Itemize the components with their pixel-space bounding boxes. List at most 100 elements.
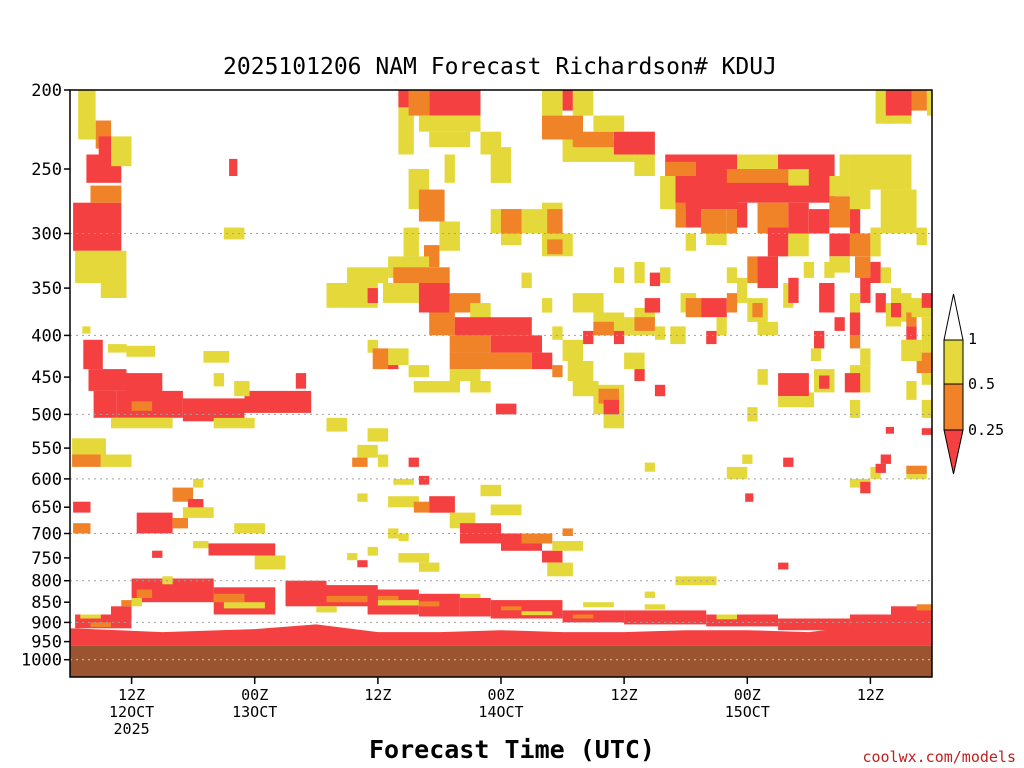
ri-cell-189 bbox=[788, 169, 809, 186]
ri-cell-230 bbox=[752, 303, 763, 318]
ri-cell-82 bbox=[870, 466, 881, 479]
ri-cell-199 bbox=[849, 233, 871, 257]
ri-cell-243 bbox=[880, 189, 917, 234]
ri-cell-54 bbox=[413, 501, 430, 513]
ri-cell-118 bbox=[372, 348, 394, 370]
ri-cell-59 bbox=[521, 533, 553, 544]
ri-cell-67 bbox=[490, 504, 522, 516]
ri-cell-120 bbox=[388, 348, 409, 366]
ri-cell-252 bbox=[891, 303, 902, 318]
ri-cell-263 bbox=[921, 293, 932, 308]
ri-cell-262 bbox=[921, 399, 932, 418]
ri-cell-112 bbox=[449, 335, 491, 353]
ri-cell-66 bbox=[480, 484, 501, 497]
ri-cell-272 bbox=[326, 595, 368, 603]
ri-cell-114 bbox=[449, 352, 532, 370]
ri-cell-239 bbox=[829, 233, 850, 257]
ri-cell-238 bbox=[788, 233, 809, 257]
ri-cell-172 bbox=[665, 161, 696, 176]
ri-cell-87 bbox=[921, 428, 932, 435]
ri-cell-117 bbox=[367, 339, 378, 353]
ri-cell-282 bbox=[501, 606, 522, 611]
ri-cell-153 bbox=[593, 321, 614, 336]
ri-cell-174 bbox=[675, 202, 686, 228]
ri-cell-122 bbox=[413, 381, 460, 393]
ri-cell-15 bbox=[88, 369, 127, 391]
ri-cell-53 bbox=[388, 496, 419, 508]
ri-cell-8 bbox=[111, 136, 132, 167]
y-tick-label-250: 250 bbox=[31, 160, 62, 180]
ri-cell-28 bbox=[72, 438, 106, 455]
ri-cell-288 bbox=[644, 604, 666, 610]
y-tick-label-1000: 1000 bbox=[21, 651, 62, 671]
ri-cell-133 bbox=[480, 131, 501, 155]
ri-cell-63 bbox=[562, 528, 573, 536]
ri-cell-4 bbox=[100, 277, 127, 298]
ri-cell-81 bbox=[860, 481, 871, 494]
x-tick-label-12-1: 12OCT bbox=[109, 703, 154, 721]
ri-cell-201 bbox=[855, 256, 871, 278]
ri-cell-140 bbox=[572, 381, 599, 397]
ri-cell-129 bbox=[547, 209, 563, 234]
ri-cell-257 bbox=[921, 317, 932, 353]
x-tick-label-48-1: 14OCT bbox=[478, 703, 523, 721]
ri-cell-46 bbox=[357, 444, 378, 458]
ri-cell-265 bbox=[136, 589, 153, 598]
ri-cell-195 bbox=[829, 196, 850, 228]
ri-cell-31 bbox=[73, 501, 91, 513]
ri-cell-10 bbox=[229, 158, 238, 176]
ri-cell-155 bbox=[613, 330, 625, 345]
ri-cell-142 bbox=[542, 90, 563, 116]
x-tick-label-84-0: 12Z bbox=[857, 686, 884, 704]
ri-cell-276 bbox=[377, 595, 399, 601]
ri-cell-165 bbox=[654, 326, 666, 340]
ri-cell-9 bbox=[223, 227, 245, 240]
ri-cell-78 bbox=[783, 457, 794, 467]
ri-cell-30 bbox=[100, 454, 132, 467]
ri-cell-169 bbox=[634, 261, 645, 283]
ri-cell-275 bbox=[377, 600, 419, 606]
richardson-cells bbox=[70, 90, 932, 677]
ri-cell-249 bbox=[926, 90, 932, 116]
x-axis-title: Forecast Time (UTC) bbox=[369, 735, 655, 764]
ri-cell-61 bbox=[547, 562, 573, 577]
ri-cell-173 bbox=[660, 176, 676, 210]
ri-cell-110 bbox=[429, 312, 455, 336]
ri-cell-285 bbox=[583, 602, 614, 608]
ri-cell-24 bbox=[234, 381, 250, 397]
ri-cell-176 bbox=[701, 209, 727, 234]
x-tick-label-72-1: 15OCT bbox=[725, 703, 770, 721]
ri-cell-193 bbox=[788, 202, 809, 234]
ri-cell-224 bbox=[803, 261, 814, 278]
y-tick-label-700: 700 bbox=[31, 525, 62, 545]
ri-cell-168 bbox=[613, 267, 625, 283]
ri-cell-16 bbox=[126, 373, 163, 393]
ri-cell-135 bbox=[542, 298, 553, 313]
y-tick-label-950: 950 bbox=[31, 633, 62, 653]
ri-cell-225 bbox=[757, 256, 778, 289]
ri-cell-158 bbox=[603, 399, 619, 415]
ri-cell-75 bbox=[726, 466, 748, 479]
x-tick-label-12-2: 2025 bbox=[114, 720, 150, 738]
ri-cell-232 bbox=[778, 373, 809, 397]
ri-cell-231 bbox=[757, 321, 778, 336]
ri-cell-298 bbox=[111, 606, 132, 619]
ri-cell-264 bbox=[131, 578, 214, 603]
ri-cell-181 bbox=[701, 298, 727, 318]
ri-cell-71 bbox=[367, 546, 378, 556]
ri-cell-3 bbox=[75, 250, 127, 283]
ri-cell-90 bbox=[398, 90, 409, 108]
ri-cell-255 bbox=[906, 326, 917, 340]
ri-cell-41 bbox=[208, 543, 276, 556]
ri-cell-14 bbox=[126, 345, 156, 357]
ri-cell-207 bbox=[849, 312, 861, 336]
ri-cell-94 bbox=[429, 131, 471, 148]
ri-cell-49 bbox=[408, 457, 419, 467]
ri-cell-279 bbox=[460, 598, 491, 617]
chart-title: 2025101206 NAM Forecast Richardson# KDUJ bbox=[223, 54, 777, 80]
ri-cell-19 bbox=[131, 401, 153, 411]
ri-cell-177 bbox=[706, 233, 727, 246]
colorbar-top-arrow bbox=[943, 293, 964, 341]
ri-cell-50 bbox=[393, 478, 414, 485]
